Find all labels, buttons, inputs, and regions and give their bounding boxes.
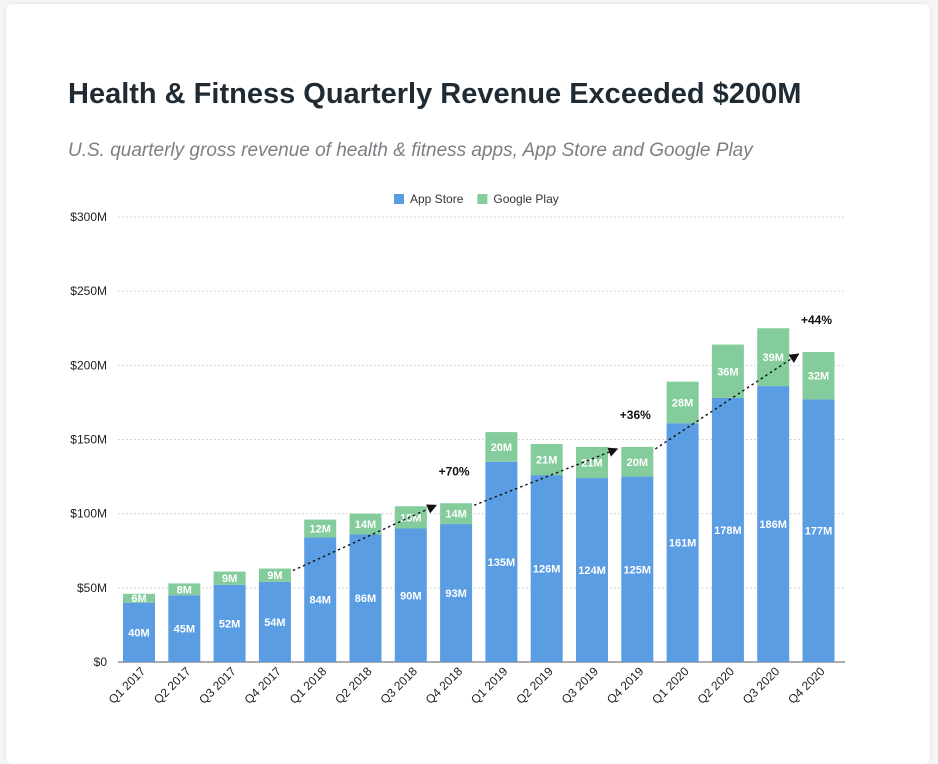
bar-app-store xyxy=(349,534,382,662)
bar-google-play xyxy=(394,506,427,529)
bar-label-google-play: 39M xyxy=(762,352,783,364)
bar-label-google-play: 14M xyxy=(355,519,376,531)
bar-label-app-store: 135M xyxy=(488,557,516,569)
x-tick-label: Q1 2018 xyxy=(287,664,330,707)
page-subtitle: U.S. quarterly gross revenue of health &… xyxy=(68,140,753,161)
growth-label: +44% xyxy=(801,313,832,327)
legend-label: App Store xyxy=(410,192,464,206)
legend-swatch xyxy=(477,194,488,204)
bar-app-store xyxy=(440,524,473,662)
growth-arrow xyxy=(292,504,437,572)
x-tick-label: Q3 2020 xyxy=(740,664,783,707)
x-tick-label: Q4 2020 xyxy=(785,664,828,707)
bar-label-app-store: 125M xyxy=(624,564,652,576)
bar-label-google-play: 20M xyxy=(491,442,512,454)
bar-app-store xyxy=(530,475,563,662)
bar-label-app-store: 161M xyxy=(669,538,697,550)
bar-app-store xyxy=(621,476,654,662)
bar-label-google-play: 36M xyxy=(717,366,738,378)
bar-app-store xyxy=(258,581,291,662)
bar-label-app-store: 178M xyxy=(714,525,742,537)
bar-google-play xyxy=(485,432,518,462)
bar-label-google-play: 9M xyxy=(267,570,282,582)
bar-label-google-play: 20M xyxy=(627,457,648,469)
bar-app-store xyxy=(168,595,201,662)
x-tick-label: Q1 2020 xyxy=(649,664,692,707)
bar-google-play xyxy=(666,381,699,424)
bar-app-store xyxy=(711,397,744,662)
x-tick-label: Q1 2019 xyxy=(468,664,511,707)
x-tick-label: Q3 2019 xyxy=(559,664,602,707)
bar-google-play xyxy=(304,519,337,538)
y-tick-label: $150M xyxy=(70,433,107,447)
growth-label: +70% xyxy=(439,464,470,478)
x-tick-label: Q4 2018 xyxy=(423,664,466,707)
bar-google-play xyxy=(258,568,291,582)
bar-google-play xyxy=(168,583,201,596)
bar-label-app-store: 186M xyxy=(759,519,787,531)
bar-label-app-store: 93M xyxy=(445,588,466,600)
x-tick-label: Q1 2017 xyxy=(106,664,149,707)
bar-label-google-play: 9M xyxy=(222,573,237,585)
bar-label-google-play: 14M xyxy=(445,509,466,521)
y-tick-label: $250M xyxy=(70,284,107,298)
y-tick-label: $300M xyxy=(70,210,107,224)
bar-label-google-play: 32M xyxy=(808,371,829,383)
bar-app-store xyxy=(213,584,246,662)
bar-google-play xyxy=(123,593,155,603)
bar-label-app-store: 124M xyxy=(578,565,606,577)
x-tick-label: Q4 2017 xyxy=(242,664,285,707)
bar-label-app-store: 90M xyxy=(400,590,421,602)
bar-label-google-play: 8M xyxy=(177,584,192,596)
bar-label-app-store: 52M xyxy=(219,618,240,630)
x-tick-label: Q3 2017 xyxy=(196,664,239,707)
y-tick-label: $0 xyxy=(94,655,108,669)
y-tick-label: $100M xyxy=(70,507,107,521)
legend-label: Google Play xyxy=(493,192,558,206)
x-tick-label: Q2 2017 xyxy=(151,664,194,707)
y-tick-label: $50M xyxy=(77,581,107,595)
bar-label-google-play: 21M xyxy=(536,455,557,467)
bar-label-google-play: 15M xyxy=(400,512,421,524)
x-tick-label: Q3 2018 xyxy=(377,664,420,707)
bar-label-google-play: 12M xyxy=(309,524,330,536)
bar-label-google-play: 28M xyxy=(672,397,693,409)
bar-app-store xyxy=(757,386,790,662)
bar-app-store xyxy=(666,423,699,662)
bar-label-app-store: 45M xyxy=(174,624,195,636)
y-tick-label: $200M xyxy=(70,358,107,372)
bar-google-play xyxy=(530,443,563,476)
bar-label-app-store: 54M xyxy=(264,617,285,629)
x-tick-label: Q2 2018 xyxy=(332,664,375,707)
bar-label-app-store: 177M xyxy=(805,526,833,538)
bar-label-app-store: 40M xyxy=(128,627,149,639)
legend-swatch xyxy=(394,194,404,204)
bar-label-app-store: 126M xyxy=(533,564,561,576)
x-tick-label: Q2 2019 xyxy=(513,664,556,707)
bar-google-play xyxy=(576,446,608,479)
bar-google-play xyxy=(757,328,790,387)
bar-google-play xyxy=(440,503,473,525)
page-title: Health & Fitness Quarterly Revenue Excee… xyxy=(68,78,802,110)
x-tick-label: Q4 2019 xyxy=(604,664,647,707)
growth-arrow xyxy=(654,353,800,450)
bar-app-store xyxy=(802,399,835,662)
growth-label: +36% xyxy=(620,408,651,422)
bar-app-store xyxy=(576,478,608,662)
bar-google-play xyxy=(802,351,835,400)
bar-label-app-store: 86M xyxy=(355,593,376,605)
bar-label-google-play: 6M xyxy=(131,593,146,605)
bar-app-store xyxy=(123,602,155,662)
growth-arrow xyxy=(473,447,619,506)
bar-label-app-store: 84M xyxy=(309,595,330,607)
bar-google-play xyxy=(621,446,654,477)
bar-google-play xyxy=(711,344,744,398)
bar-google-play xyxy=(213,571,246,585)
bar-google-play xyxy=(349,513,382,535)
bar-app-store xyxy=(394,528,427,662)
x-tick-label: Q2 2020 xyxy=(695,664,738,707)
